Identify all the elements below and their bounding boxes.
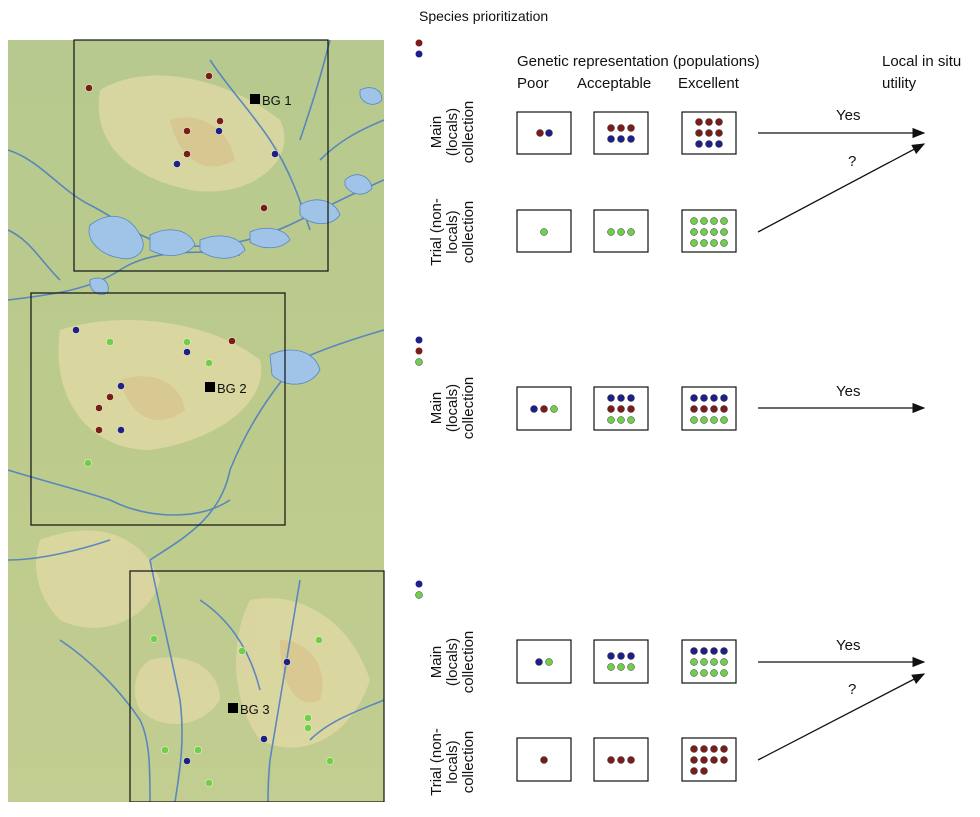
utility-header-line2: utility: [882, 75, 917, 92]
answer-yes-2: Yes: [836, 383, 861, 400]
row-label-main-1: Main (locals) collection: [428, 100, 477, 164]
answer-maybe-3: ?: [848, 681, 857, 698]
diagram-title: Species prioritization: [419, 8, 549, 24]
garden-label-bg2: BG 2: [217, 381, 247, 396]
acceptable-header: Acceptable: [577, 75, 652, 92]
row-label-trial-1: Trial (non-locals) collection: [428, 198, 477, 266]
answer-yes-3: Yes: [836, 637, 861, 654]
representation-grid: [516, 111, 737, 782]
garden-label-bg3: BG 3: [240, 702, 270, 717]
row-label-trial-3: Trial (non-locals) collection: [428, 728, 477, 796]
row-label-main-2: Main (locals) collection: [428, 376, 477, 440]
garden-marker-bg2: [205, 382, 215, 392]
utility-header-line1: Local in situ: [882, 53, 962, 70]
garden-marker-bg1: [250, 94, 260, 104]
genetic-header: Genetic representation (populations): [517, 53, 760, 70]
excellent-header: Excellent: [678, 75, 739, 92]
relief-map: [7, 39, 385, 802]
poor-header: Poor: [517, 75, 549, 92]
utility-arrows: [757, 127, 926, 761]
garden-marker-bg3: [228, 703, 238, 713]
species-legend-dots: [415, 39, 423, 599]
answer-maybe-1: ?: [848, 153, 857, 170]
garden-label-bg1: BG 1: [262, 93, 292, 108]
row-label-main-3: Main (locals) collection: [428, 630, 477, 694]
answer-yes-1: Yes: [836, 107, 861, 124]
